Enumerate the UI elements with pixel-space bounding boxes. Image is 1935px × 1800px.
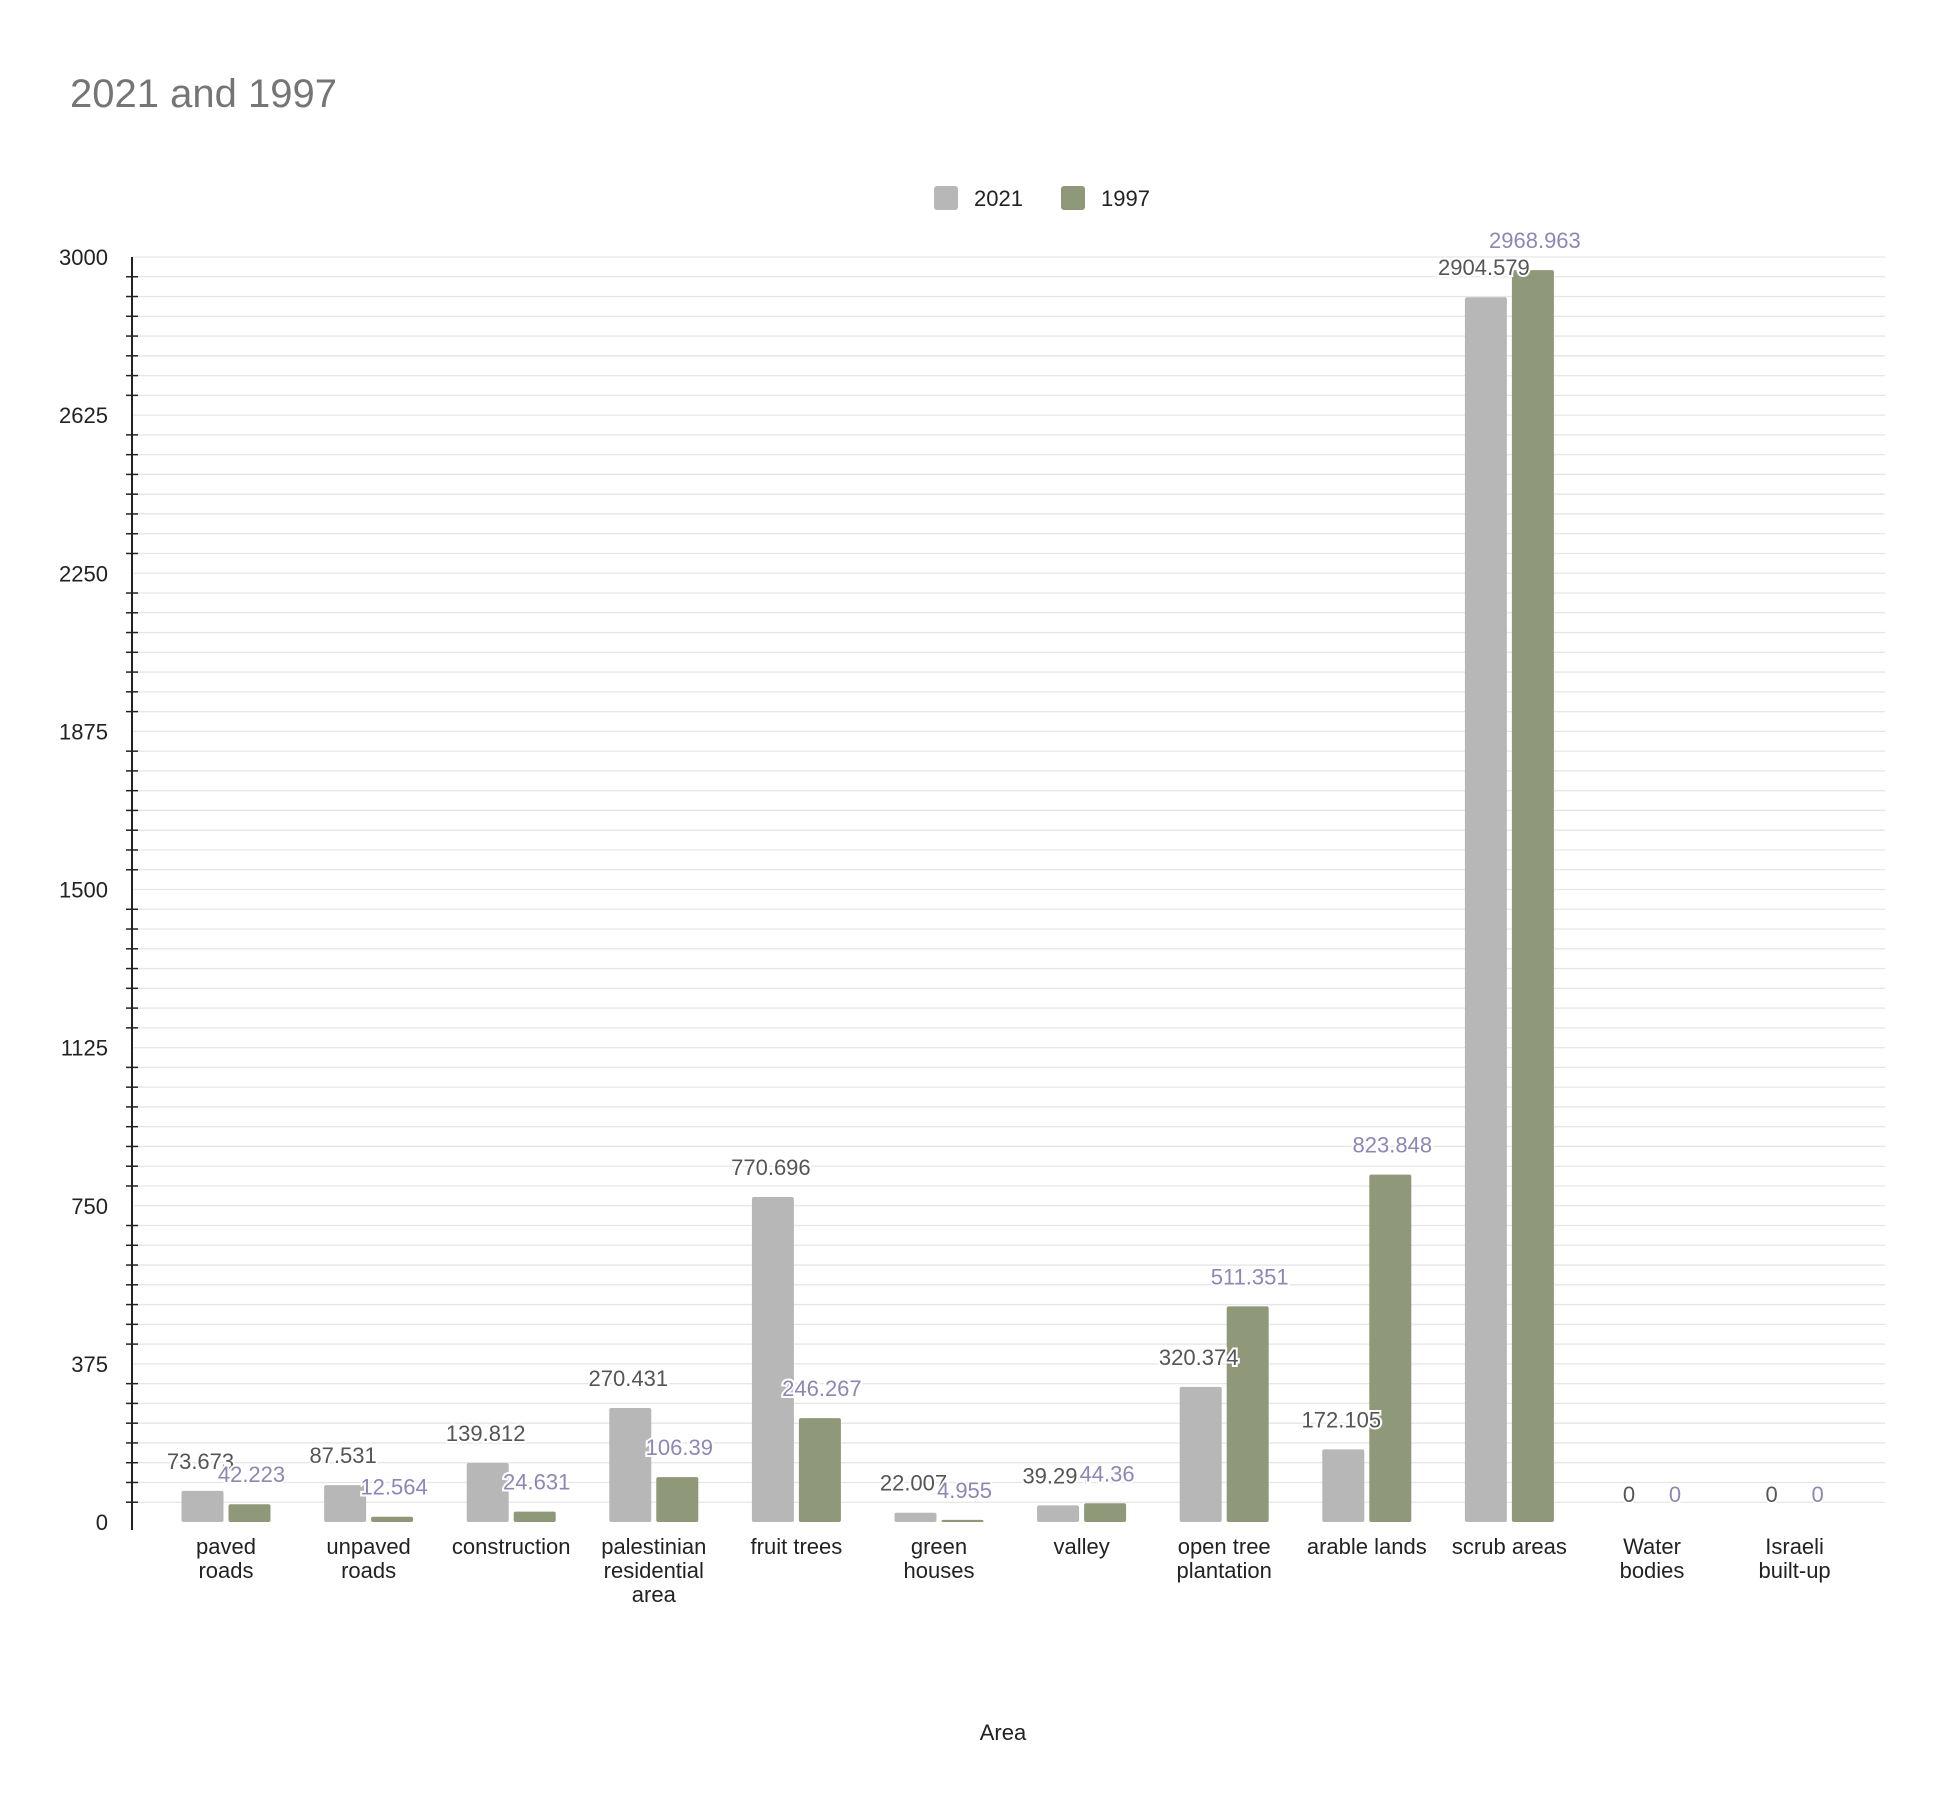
x-tick-label: paved (196, 1534, 256, 1559)
data-label-2021-10: 0 (1623, 1482, 1635, 1507)
legend-label: 1997 (1101, 186, 1150, 211)
x-tick-label: bodies (1620, 1558, 1685, 1583)
data-label-2021-8: 172.105 (1302, 1407, 1382, 1432)
data-label-1997-0: 42.223 (218, 1462, 285, 1487)
bar-2021-3[interactable] (609, 1407, 652, 1522)
bar-2021-7[interactable] (1179, 1386, 1222, 1522)
x-tick-label: plantation (1176, 1558, 1271, 1583)
legend-swatch (934, 186, 958, 210)
y-tick-label: 1875 (59, 719, 108, 744)
data-label-2021-2: 139.812 (446, 1421, 526, 1446)
data-label-2021-5: 22.007 (880, 1471, 947, 1496)
data-label-1997-6: 44.36 (1080, 1461, 1135, 1486)
data-label-1997-11: 0 (1811, 1482, 1823, 1507)
bar-2021-0[interactable] (181, 1490, 224, 1522)
gridlines (132, 256, 1885, 1503)
x-tick-label: Israeli (1765, 1534, 1824, 1559)
y-tick-label: 3000 (59, 245, 108, 270)
x-tick-label: scrub areas (1452, 1534, 1567, 1559)
data-label-2021-7: 320.374 (1159, 1345, 1239, 1370)
bar-1997-3[interactable] (656, 1477, 699, 1522)
legend-label: 2021 (974, 186, 1023, 211)
y-axis: 0 375 750 1125 1500 1875 2250 2625 3000 (59, 245, 138, 1535)
bar-1997-0[interactable] (228, 1504, 271, 1522)
bar-2021-6[interactable] (1037, 1505, 1080, 1522)
data-label-1997-3: 106.39 (646, 1435, 713, 1460)
data-label-1997-9: 2968.963 (1489, 228, 1581, 253)
bar-1997-4[interactable] (798, 1418, 841, 1522)
x-tick-label: open tree (1178, 1534, 1271, 1559)
data-label-1997-8: 823.848 (1353, 1133, 1433, 1158)
legend[interactable]: 2021 1997 (934, 186, 1150, 211)
x-tick-label: built-up (1759, 1558, 1831, 1583)
data-label-2021-0: 73.673 (167, 1449, 234, 1474)
bar-2021-8[interactable] (1322, 1449, 1365, 1522)
x-tick-label: roads (198, 1558, 253, 1583)
y-tick-label: 375 (71, 1352, 108, 1377)
bar-2021-2[interactable] (466, 1463, 509, 1522)
y-tick-label: 1125 (61, 1036, 108, 1061)
x-tick-label: arable lands (1307, 1534, 1427, 1559)
data-label-1997-7: 511.351 (1211, 1264, 1289, 1289)
x-tick-label: valley (1053, 1534, 1109, 1559)
bar-1997-9[interactable] (1511, 270, 1554, 1522)
data-label-2021-11: 0 (1765, 1482, 1777, 1507)
x-tick-label: Water (1623, 1534, 1681, 1559)
bar-1997-6[interactable] (1084, 1503, 1127, 1522)
data-label-2021-4: 770.696 (731, 1155, 811, 1180)
data-label-1997-2: 24.631 (503, 1470, 570, 1495)
y-tick-label: 2625 (59, 403, 108, 428)
data-label-1997-1: 12.564 (360, 1475, 427, 1500)
data-label-2021-9: 2904.579 (1438, 255, 1530, 280)
data-label-2021-1: 87.531 (309, 1443, 376, 1468)
bar-1997-7[interactable] (1226, 1306, 1269, 1522)
bar-1997-2[interactable] (513, 1511, 556, 1522)
bar-1997-5[interactable] (941, 1519, 984, 1522)
x-tick-label: fruit trees (751, 1534, 843, 1559)
bar-2021-5[interactable] (894, 1512, 937, 1522)
legend-item-2021[interactable]: 2021 (934, 186, 1023, 211)
data-label-1997-10: 0 (1669, 1482, 1681, 1507)
x-tick-label: construction (452, 1534, 571, 1559)
bar-2021-1[interactable] (324, 1485, 367, 1522)
legend-item-1997[interactable]: 1997 (1061, 186, 1150, 211)
x-axis-title: Area (980, 1720, 1027, 1745)
x-tick-label: palestinian (601, 1534, 706, 1559)
x-tick-label: roads (341, 1558, 396, 1583)
bar-2021-9[interactable] (1464, 297, 1507, 1522)
bars (181, 270, 1554, 1522)
x-tick-label: unpaved (326, 1534, 410, 1559)
x-tick-label: area (632, 1582, 677, 1607)
bar-2021-4[interactable] (751, 1197, 794, 1522)
data-label-1997-4: 246.267 (782, 1376, 862, 1401)
x-tick-label: green (911, 1534, 967, 1559)
legend-swatch (1061, 186, 1085, 210)
y-tick-label: 2250 (59, 561, 108, 586)
y-tick-label: 750 (71, 1194, 108, 1219)
x-tick-label: houses (904, 1558, 975, 1583)
y-tick-label: 0 (96, 1510, 108, 1535)
data-label-2021-6: 39.294 (1022, 1463, 1089, 1488)
y-tick-label: 1500 (59, 878, 108, 903)
bar-1997-8[interactable] (1369, 1174, 1412, 1522)
chart-title: 2021 and 1997 (70, 72, 337, 116)
data-label-1997-5: 4.955 (937, 1478, 992, 1503)
bar-1997-1[interactable] (371, 1516, 414, 1522)
x-tick-label: residential (604, 1558, 704, 1583)
data-label-2021-3: 270.431 (589, 1366, 669, 1391)
